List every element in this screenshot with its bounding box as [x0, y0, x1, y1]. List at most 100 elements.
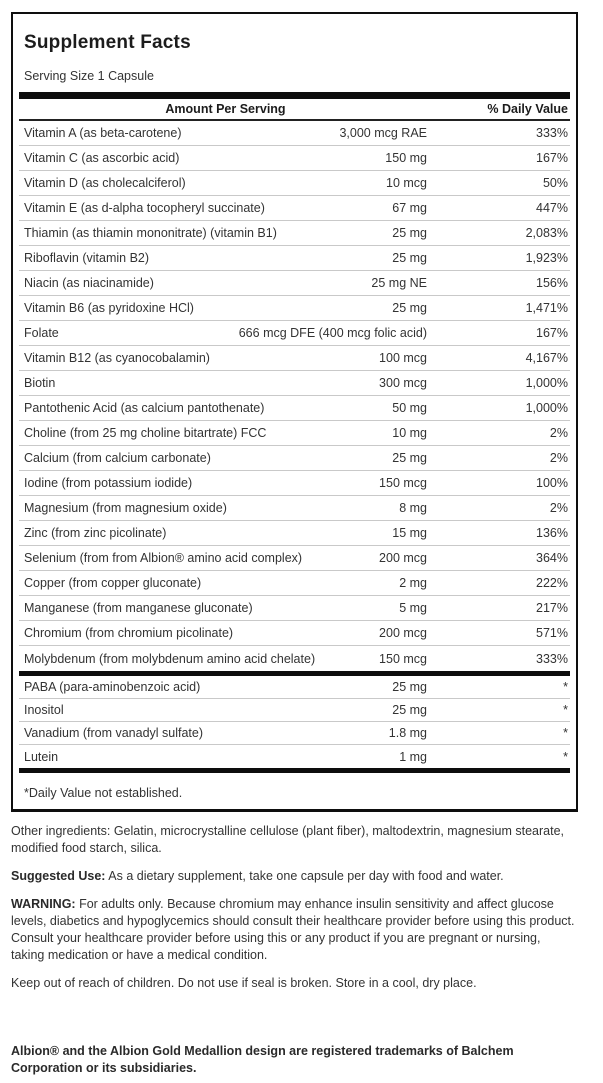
- nutrient-daily-value: 167%: [536, 151, 568, 165]
- table-row: Biotin 300 mcg 1,000%: [19, 371, 570, 396]
- nutrient-name: Magnesium (from magnesium oxide): [24, 501, 227, 515]
- nutrient-name: Riboflavin (vitamin B2): [24, 251, 150, 265]
- nutrient-name: PABA (para-aminobenzoic acid): [24, 680, 201, 694]
- nutrient-name: Chromium (from chromium picolinate): [24, 626, 234, 640]
- divider-thick-middle: [19, 671, 570, 676]
- trademark-notice: Albion® and the Albion Gold Medallion de…: [11, 1044, 514, 1075]
- serving-size: Serving Size 1 Capsule: [24, 69, 154, 83]
- warning: WARNING: For adults only. Because chromi…: [11, 896, 576, 964]
- nutrient-amount: 5 mg: [399, 601, 427, 615]
- nutrient-name: Vitamin C (as ascorbic acid): [24, 151, 180, 165]
- table-row: Copper (from copper gluconate) 2 mg 222%: [19, 571, 570, 596]
- nutrient-daily-value: 2%: [549, 426, 568, 440]
- nutrient-name: Niacin (as niacinamide): [24, 276, 154, 290]
- nutrient-name: Lutein: [24, 749, 59, 764]
- nutrient-amount: 666 mcg DFE (400 mcg folic acid): [238, 326, 427, 340]
- nutrient-daily-value: 2%: [549, 451, 568, 465]
- nutrient-name: Choline (from 25 mg choline bitartrate) …: [24, 426, 267, 440]
- column-header-daily-value: % Daily Value: [487, 102, 568, 116]
- table-row: Lutein 1 mg *: [19, 745, 570, 768]
- nutrient-amount: 25 mg: [392, 301, 427, 315]
- table-row: Chromium (from chromium picolinate) 200 m…: [19, 621, 570, 646]
- nutrient-daily-value: 447%: [536, 201, 568, 215]
- nutrient-daily-value: *: [563, 703, 568, 717]
- nutrient-daily-value: 333%: [536, 126, 568, 140]
- nutrient-amount: 67 mg: [392, 201, 427, 215]
- table-row: Vitamin D (as cholecalciferol) 10 mcg 50%: [19, 171, 570, 196]
- nutrient-name: Iodine (from potassium iodide): [24, 476, 193, 490]
- nutrient-daily-value: 2%: [549, 501, 568, 515]
- nutrient-name: Molybdenum (from molybdenum amino acid c…: [24, 651, 316, 666]
- nutrient-daily-value: 1,000%: [525, 401, 568, 415]
- divider-thick-top: [19, 92, 570, 99]
- nutrient-amount: 10 mg: [392, 426, 427, 440]
- warning-text: For adults only. Because chromium may en…: [11, 897, 575, 962]
- nutrient-name: Biotin: [24, 376, 56, 390]
- nutrient-name: Vitamin B6 (as pyridoxine HCl): [24, 301, 194, 315]
- nutrient-daily-value: 156%: [536, 276, 568, 290]
- column-header-amount: Amount Per Serving: [165, 102, 286, 116]
- nutrient-amount: 150 mcg: [379, 651, 427, 666]
- table-row: Pantothenic Acid (as calcium pantothenat…: [19, 396, 570, 421]
- nutrient-daily-value: 222%: [536, 576, 568, 590]
- nutrient-daily-value: *: [563, 749, 568, 764]
- nutrient-name: Selenium (from from Albion® amino acid c…: [24, 551, 303, 565]
- nutrient-name: Manganese (from manganese gluconate): [24, 601, 253, 615]
- table-row: Vitamin B12 (as cyanocobalamin) 100 mcg 4,…: [19, 346, 570, 371]
- nutrient-daily-value: 2,083%: [525, 226, 568, 240]
- nutrient-daily-value: *: [563, 726, 568, 740]
- divider-thick-bottom: [19, 768, 570, 773]
- nutrient-rows: Vitamin A (as beta-carotene) 3,000 mcg RA…: [19, 121, 570, 671]
- nutrient-amount: 25 mg: [392, 226, 427, 240]
- nutrient-daily-value: *: [563, 680, 568, 694]
- nutrient-amount: 25 mg: [392, 251, 427, 265]
- nutrient-daily-value: 167%: [536, 326, 568, 340]
- storage-instructions: Keep out of reach of children. Do not us…: [11, 976, 477, 990]
- nutrient-name: Pantothenic Acid (as calcium pantothenat…: [24, 401, 265, 415]
- nutrient-name: Inositol: [24, 703, 64, 717]
- nutrient-amount: 200 mcg: [379, 551, 427, 565]
- nutrient-name: Zinc (from zinc picolinate): [24, 526, 167, 540]
- table-row: Thiamin (as thiamin mononitrate) (vitami…: [19, 221, 570, 246]
- nutrient-name: Vitamin D (as cholecalciferol): [24, 176, 186, 190]
- table-row: Vitamin B6 (as pyridoxine HCl) 25 mg 1,471…: [19, 296, 570, 321]
- nutrient-amount: 150 mcg: [379, 476, 427, 490]
- nutrient-amount: 2 mg: [399, 576, 427, 590]
- table-row: PABA (para-aminobenzoic acid) 25 mg *: [19, 676, 570, 699]
- nutrient-daily-value: 1,000%: [525, 376, 568, 390]
- table-row: Vitamin E (as d-alpha tocopheryl succina…: [19, 196, 570, 221]
- table-row: Magnesium (from magnesium oxide) 8 mg 2%: [19, 496, 570, 521]
- nutrient-name: Copper (from copper gluconate): [24, 576, 202, 590]
- nutrient-daily-value: 364%: [536, 551, 568, 565]
- panel-title: Supplement Facts: [24, 32, 191, 53]
- suggested-use-label: Suggested Use:: [11, 869, 106, 883]
- nutrient-amount: 25 mg: [392, 703, 427, 717]
- nutrient-amount: 1 mg: [399, 749, 427, 764]
- table-row: Inositol 25 mg *: [19, 699, 570, 722]
- warning-label: WARNING:: [11, 897, 76, 911]
- table-row: Niacin (as niacinamide) 25 mg NE 156%: [19, 271, 570, 296]
- nutrient-name: Calcium (from calcium carbonate): [24, 451, 211, 465]
- table-row: Manganese (from manganese gluconate) 5 mg…: [19, 596, 570, 621]
- nutrient-amount: 3,000 mcg RAE: [339, 126, 427, 140]
- nutrient-amount: 8 mg: [399, 501, 427, 515]
- table-row: Vitamin C (as ascorbic acid) 150 mg 167%: [19, 146, 570, 171]
- nutrient-amount: 1.8 mg: [388, 726, 427, 740]
- nutrient-daily-value: 571%: [536, 626, 568, 640]
- nutrient-name: Vitamin A (as beta-carotene): [24, 126, 182, 140]
- table-row: Riboflavin (vitamin B2) 25 mg 1,923%: [19, 246, 570, 271]
- nutrient-amount: 300 mcg: [379, 376, 427, 390]
- other-nutrient-rows: PABA (para-aminobenzoic acid) 25 mg * Inosi…: [19, 676, 570, 768]
- nutrient-name: Thiamin (as thiamin mononitrate) (vitami…: [24, 226, 277, 240]
- table-row: Molybdenum (from molybdenum amino acid c…: [19, 646, 570, 671]
- suggested-use-text: As a dietary supplement, take one capsul…: [108, 869, 504, 883]
- nutrient-name: Vitamin B12 (as cyanocobalamin): [24, 351, 210, 365]
- nutrient-amount: 15 mg: [392, 526, 427, 540]
- daily-value-footnote: *Daily Value not established.: [24, 786, 183, 800]
- table-row: Selenium (from from Albion® amino acid c…: [19, 546, 570, 571]
- nutrient-daily-value: 50%: [542, 176, 568, 190]
- nutrient-amount: 25 mg NE: [371, 276, 427, 290]
- nutrient-name: Folate: [24, 326, 59, 340]
- label-footer: Other ingredients: Gelatin, microcrystal…: [11, 812, 578, 1077]
